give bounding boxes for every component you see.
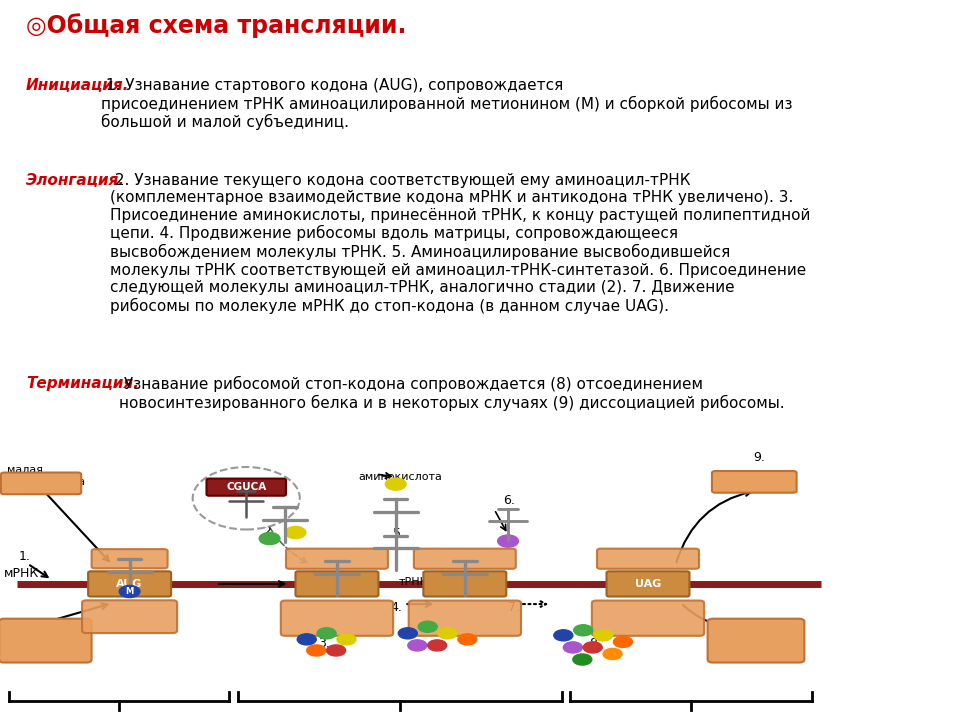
Circle shape <box>193 467 300 529</box>
FancyBboxPatch shape <box>286 549 388 569</box>
Text: M: M <box>126 587 133 596</box>
Circle shape <box>326 645 346 656</box>
Text: ◎Общая схема трансляции.: ◎Общая схема трансляции. <box>26 13 406 37</box>
Text: UAG: UAG <box>635 579 661 589</box>
FancyBboxPatch shape <box>296 572 378 596</box>
Circle shape <box>564 642 583 653</box>
Text: мРНК: мРНК <box>5 567 39 580</box>
Circle shape <box>398 628 418 639</box>
FancyBboxPatch shape <box>712 471 797 492</box>
Circle shape <box>427 640 446 651</box>
FancyBboxPatch shape <box>591 600 705 636</box>
Circle shape <box>385 478 406 490</box>
Text: 6.: 6. <box>503 495 515 508</box>
FancyBboxPatch shape <box>82 600 177 633</box>
Text: Инициация.: Инициация. <box>26 78 130 93</box>
Circle shape <box>317 628 336 639</box>
FancyBboxPatch shape <box>409 600 521 636</box>
Text: Терминация.: Терминация. <box>26 376 139 391</box>
Circle shape <box>408 640 427 651</box>
Text: Элонгация.: Элонгация. <box>26 173 125 188</box>
Circle shape <box>285 526 306 539</box>
Circle shape <box>593 630 612 641</box>
Circle shape <box>259 533 280 544</box>
FancyBboxPatch shape <box>91 549 168 568</box>
Circle shape <box>438 628 457 639</box>
Circle shape <box>573 654 592 665</box>
Circle shape <box>119 585 140 598</box>
Text: 5.: 5. <box>394 526 405 539</box>
FancyBboxPatch shape <box>708 618 804 662</box>
Circle shape <box>613 636 633 647</box>
FancyBboxPatch shape <box>280 600 394 636</box>
Text: 2.: 2. <box>263 525 276 538</box>
Circle shape <box>574 625 592 636</box>
Circle shape <box>554 630 573 641</box>
Text: 1.: 1. <box>19 550 31 563</box>
FancyBboxPatch shape <box>414 549 516 569</box>
Text: CGUCA: CGUCA <box>227 482 266 492</box>
Text: 1. Узнавание стартового кодона (AUG), сопровождается
присоединением тРНК аминоац: 1. Узнавание стартового кодона (AUG), со… <box>101 78 793 130</box>
Circle shape <box>419 621 437 632</box>
Circle shape <box>497 535 518 547</box>
Text: 8.: 8. <box>589 637 601 650</box>
Circle shape <box>458 634 477 645</box>
FancyBboxPatch shape <box>423 572 506 596</box>
Text: малая
субъединица: малая субъединица <box>7 466 85 487</box>
FancyBboxPatch shape <box>206 479 286 495</box>
Circle shape <box>603 649 622 660</box>
Text: Узнавание рибосомой стоп-кодона сопровождается (8) отсоединением
новосинтезирова: Узнавание рибосомой стоп-кодона сопровож… <box>119 376 785 411</box>
FancyBboxPatch shape <box>597 549 699 569</box>
Text: аминокислота: аминокислота <box>359 472 443 482</box>
FancyBboxPatch shape <box>0 618 91 662</box>
FancyBboxPatch shape <box>88 572 171 596</box>
Circle shape <box>298 634 316 645</box>
Circle shape <box>584 642 602 653</box>
Text: тРНК: тРНК <box>399 577 429 587</box>
FancyBboxPatch shape <box>607 572 689 596</box>
FancyBboxPatch shape <box>1 472 82 494</box>
Text: 7.: 7. <box>508 601 520 614</box>
Text: AUG: AUG <box>116 579 143 589</box>
Circle shape <box>337 634 356 645</box>
Text: 3.: 3. <box>318 637 330 650</box>
Text: большая
субъединица: большая субъединица <box>13 629 91 651</box>
Text: 9.: 9. <box>754 451 765 464</box>
Text: 4.: 4. <box>391 601 402 614</box>
Circle shape <box>307 645 325 656</box>
Text: 2. Узнавание текущего кодона соответствующей ему аминоацил-тРНК
(комплементарное: 2. Узнавание текущего кодона соответству… <box>109 173 810 314</box>
